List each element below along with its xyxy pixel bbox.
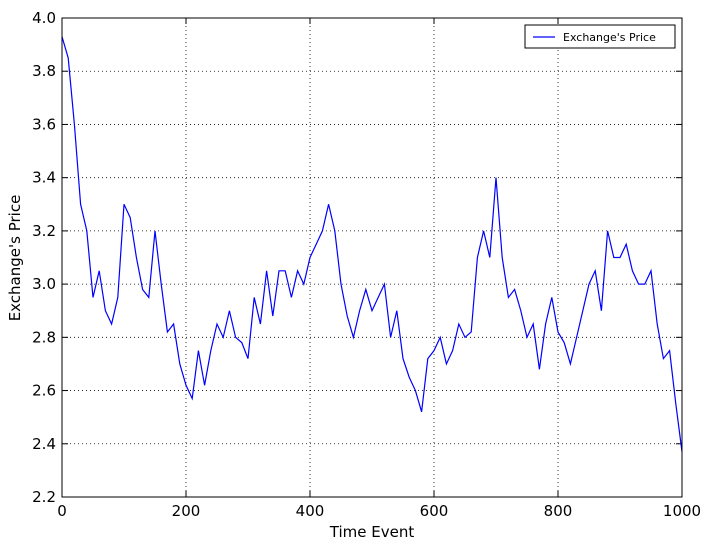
x-tick-label: 1000 — [663, 502, 701, 520]
price-line — [61, 36, 683, 452]
y-tick-label: 3.6 — [32, 115, 56, 133]
x-tick-label: 400 — [296, 502, 325, 520]
y-tick-label: 2.2 — [32, 488, 56, 506]
y-tick-label: 4.0 — [32, 9, 56, 27]
y-tick-label: 2.8 — [32, 328, 56, 346]
y-tick-label: 3.0 — [32, 275, 56, 293]
y-tick-label: 3.8 — [32, 62, 56, 80]
x-tick-label: 600 — [420, 502, 449, 520]
y-tick-label: 3.2 — [32, 222, 56, 240]
y-tick-label: 2.6 — [32, 382, 56, 400]
y-axis-label: Exchange's Price — [6, 195, 24, 322]
x-tick-label: 0 — [57, 502, 67, 520]
legend-box — [524, 24, 676, 49]
x-axis-label: Time Event — [329, 523, 415, 541]
legend-label: Exchange's Price — [563, 31, 656, 44]
y-tick-label: 3.4 — [32, 169, 56, 187]
y-tick-label: 2.4 — [32, 435, 56, 453]
x-tick-label: 200 — [172, 502, 201, 520]
plot-frame — [61, 17, 683, 498]
x-tick-label: 800 — [544, 502, 573, 520]
